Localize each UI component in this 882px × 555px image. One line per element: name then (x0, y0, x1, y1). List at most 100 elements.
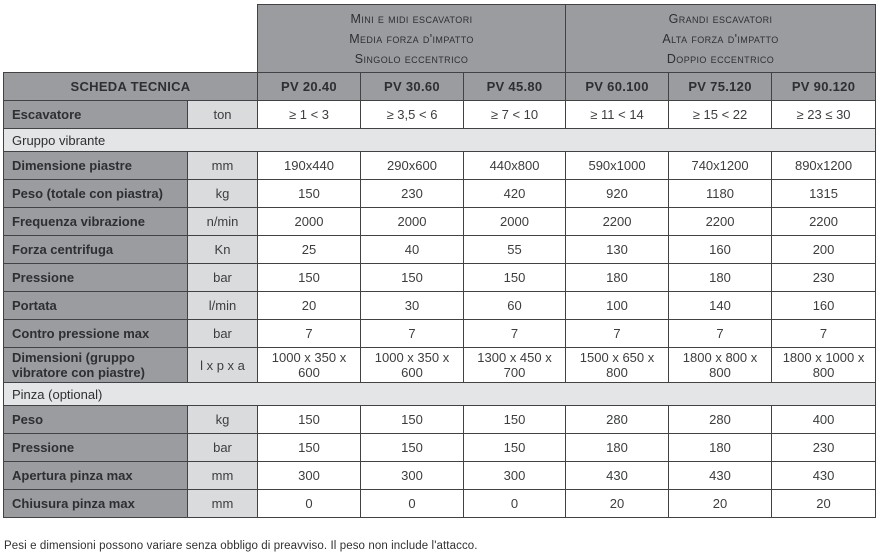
model-header-pv-20-40: PV 20.40 (257, 72, 361, 101)
column-group-grandi: Grandi escavatori Alta forza d'impatto D… (565, 4, 877, 73)
row-value: 7 (257, 319, 361, 348)
section-row: Pinza (optional) (2, 382, 877, 406)
row-value: 2000 (360, 207, 464, 236)
group-line: Media forza d'impatto (349, 31, 474, 46)
group-line: Singolo eccentrico (354, 51, 469, 66)
sheet-title-cell: SCHEDA TECNICA (3, 72, 258, 101)
row-value: 590x1000 (565, 151, 670, 180)
group-line: Alta forza d'impatto (662, 31, 779, 46)
row-value: 2000 (462, 207, 567, 236)
row-unit: mm (187, 461, 258, 490)
row-value: 1000 x 350 x 600 (257, 347, 361, 383)
row-value: 740x1200 (668, 151, 773, 180)
row-unit: mm (187, 151, 258, 180)
row-value: 1180 (668, 179, 773, 208)
row-unit: kg (187, 179, 258, 208)
table-row: Portata l/min 20 30 60 100 140 160 (3, 291, 877, 320)
row-label: Pressione (3, 433, 188, 462)
section-label: Gruppo vibrante (2, 128, 877, 152)
row-label: Portata (3, 291, 188, 320)
row-value: 430 (771, 461, 877, 490)
section-row: Gruppo vibrante (2, 128, 877, 152)
model-header-pv-30-60: PV 30.60 (360, 72, 464, 101)
row-value: ≥ 11 < 14 (565, 100, 670, 129)
row-value: 20 (771, 489, 877, 518)
table-row: Dimensioni (gruppo vibratore con piastre… (3, 347, 877, 383)
row-value: 300 (360, 461, 464, 490)
section-label: Pinza (optional) (2, 382, 877, 406)
row-label: Frequenza vibrazione (3, 207, 188, 236)
row-value: 400 (771, 405, 877, 434)
table-row: Peso kg 150 150 150 280 280 400 (3, 405, 877, 434)
row-value: 150 (462, 263, 567, 292)
row-label: Pressione (3, 263, 188, 292)
table-row: Contro pressione max bar 7 7 7 7 7 7 (3, 319, 877, 348)
table-row: Dimensione piastre mm 190x440 290x600 440x80… (3, 151, 877, 180)
row-value: 430 (565, 461, 670, 490)
row-value: 230 (771, 263, 877, 292)
row-label: Forza centrifuga (3, 235, 188, 264)
corner-blank (3, 4, 258, 73)
row-value: 440x800 (462, 151, 567, 180)
row-label: Contro pressione max (3, 319, 188, 348)
model-header-pv-90-120: PV 90.120 (771, 72, 877, 101)
row-value: 150 (257, 405, 361, 434)
row-value: 230 (360, 179, 464, 208)
row-unit: l x p x a (187, 347, 258, 383)
table-row: Chiusura pinza max mm 0 0 0 20 20 20 (3, 489, 877, 518)
table-row: Apertura pinza max mm 300 300 300 430 430 430 (3, 461, 877, 490)
row-value: 180 (565, 433, 670, 462)
row-value: 0 (257, 489, 361, 518)
row-value: ≥ 7 < 10 (462, 100, 567, 129)
row-value: 280 (668, 405, 773, 434)
row-value: 150 (462, 405, 567, 434)
row-label: Escavatore (3, 100, 188, 129)
row-value: 20 (668, 489, 773, 518)
row-value: 150 (360, 405, 464, 434)
row-value: ≥ 15 < 22 (668, 100, 773, 129)
datasheet-page: Mini e midi escavatori Media forza d'imp… (0, 4, 882, 555)
row-value: ≥ 1 < 3 (257, 100, 361, 129)
row-value: 1800 x 1000 x 800 (771, 347, 877, 383)
row-label: Peso (3, 405, 188, 434)
column-group-mini-midi: Mini e midi escavatori Media forza d'imp… (256, 4, 567, 73)
row-unit: Kn (187, 235, 258, 264)
row-value: 7 (462, 319, 567, 348)
row-value: 150 (257, 179, 361, 208)
row-value: 1300 x 450 x 700 (462, 347, 567, 383)
table-row: Peso (totale con piastra) kg 150 230 420 920 1… (3, 179, 877, 208)
row-value: 300 (462, 461, 567, 490)
row-value: 30 (360, 291, 464, 320)
row-value: 190x440 (257, 151, 361, 180)
row-value: 150 (462, 433, 567, 462)
row-value: 140 (668, 291, 773, 320)
group-line: Doppio eccentrico (666, 51, 775, 66)
row-value: 7 (565, 319, 670, 348)
row-unit: kg (187, 405, 258, 434)
row-value: 290x600 (360, 151, 464, 180)
row-unit: l/min (187, 291, 258, 320)
table-row: Escavatore ton ≥ 1 < 3 ≥ 3,5 < 6 ≥ 7 < 10 ≥ 1… (3, 100, 877, 129)
row-value: 2000 (257, 207, 361, 236)
row-value: ≥ 3,5 < 6 (360, 100, 464, 129)
row-value: ≥ 23 ≤ 30 (771, 100, 877, 129)
row-value: 1000 x 350 x 600 (360, 347, 464, 383)
row-value: 420 (462, 179, 567, 208)
row-value: 60 (462, 291, 567, 320)
column-group-row: Mini e midi escavatori Media forza d'imp… (3, 4, 877, 73)
table-row: Forza centrifuga Kn 25 40 55 130 160 200 (3, 235, 877, 264)
row-value: 180 (668, 263, 773, 292)
model-header-pv-45-80: PV 45.80 (462, 72, 567, 101)
row-value: 890x1200 (771, 151, 877, 180)
row-value: 20 (565, 489, 670, 518)
row-value: 150 (360, 433, 464, 462)
row-value: 40 (360, 235, 464, 264)
row-value: 0 (462, 489, 567, 518)
row-value: 100 (565, 291, 670, 320)
row-value: 130 (565, 235, 670, 264)
spec-table: Mini e midi escavatori Media forza d'imp… (2, 4, 877, 518)
row-value: 150 (360, 263, 464, 292)
table-row: Frequenza vibrazione n/min 2000 2000 2000 220… (3, 207, 877, 236)
row-value: 160 (668, 235, 773, 264)
model-header-pv-75-120: PV 75.120 (668, 72, 773, 101)
